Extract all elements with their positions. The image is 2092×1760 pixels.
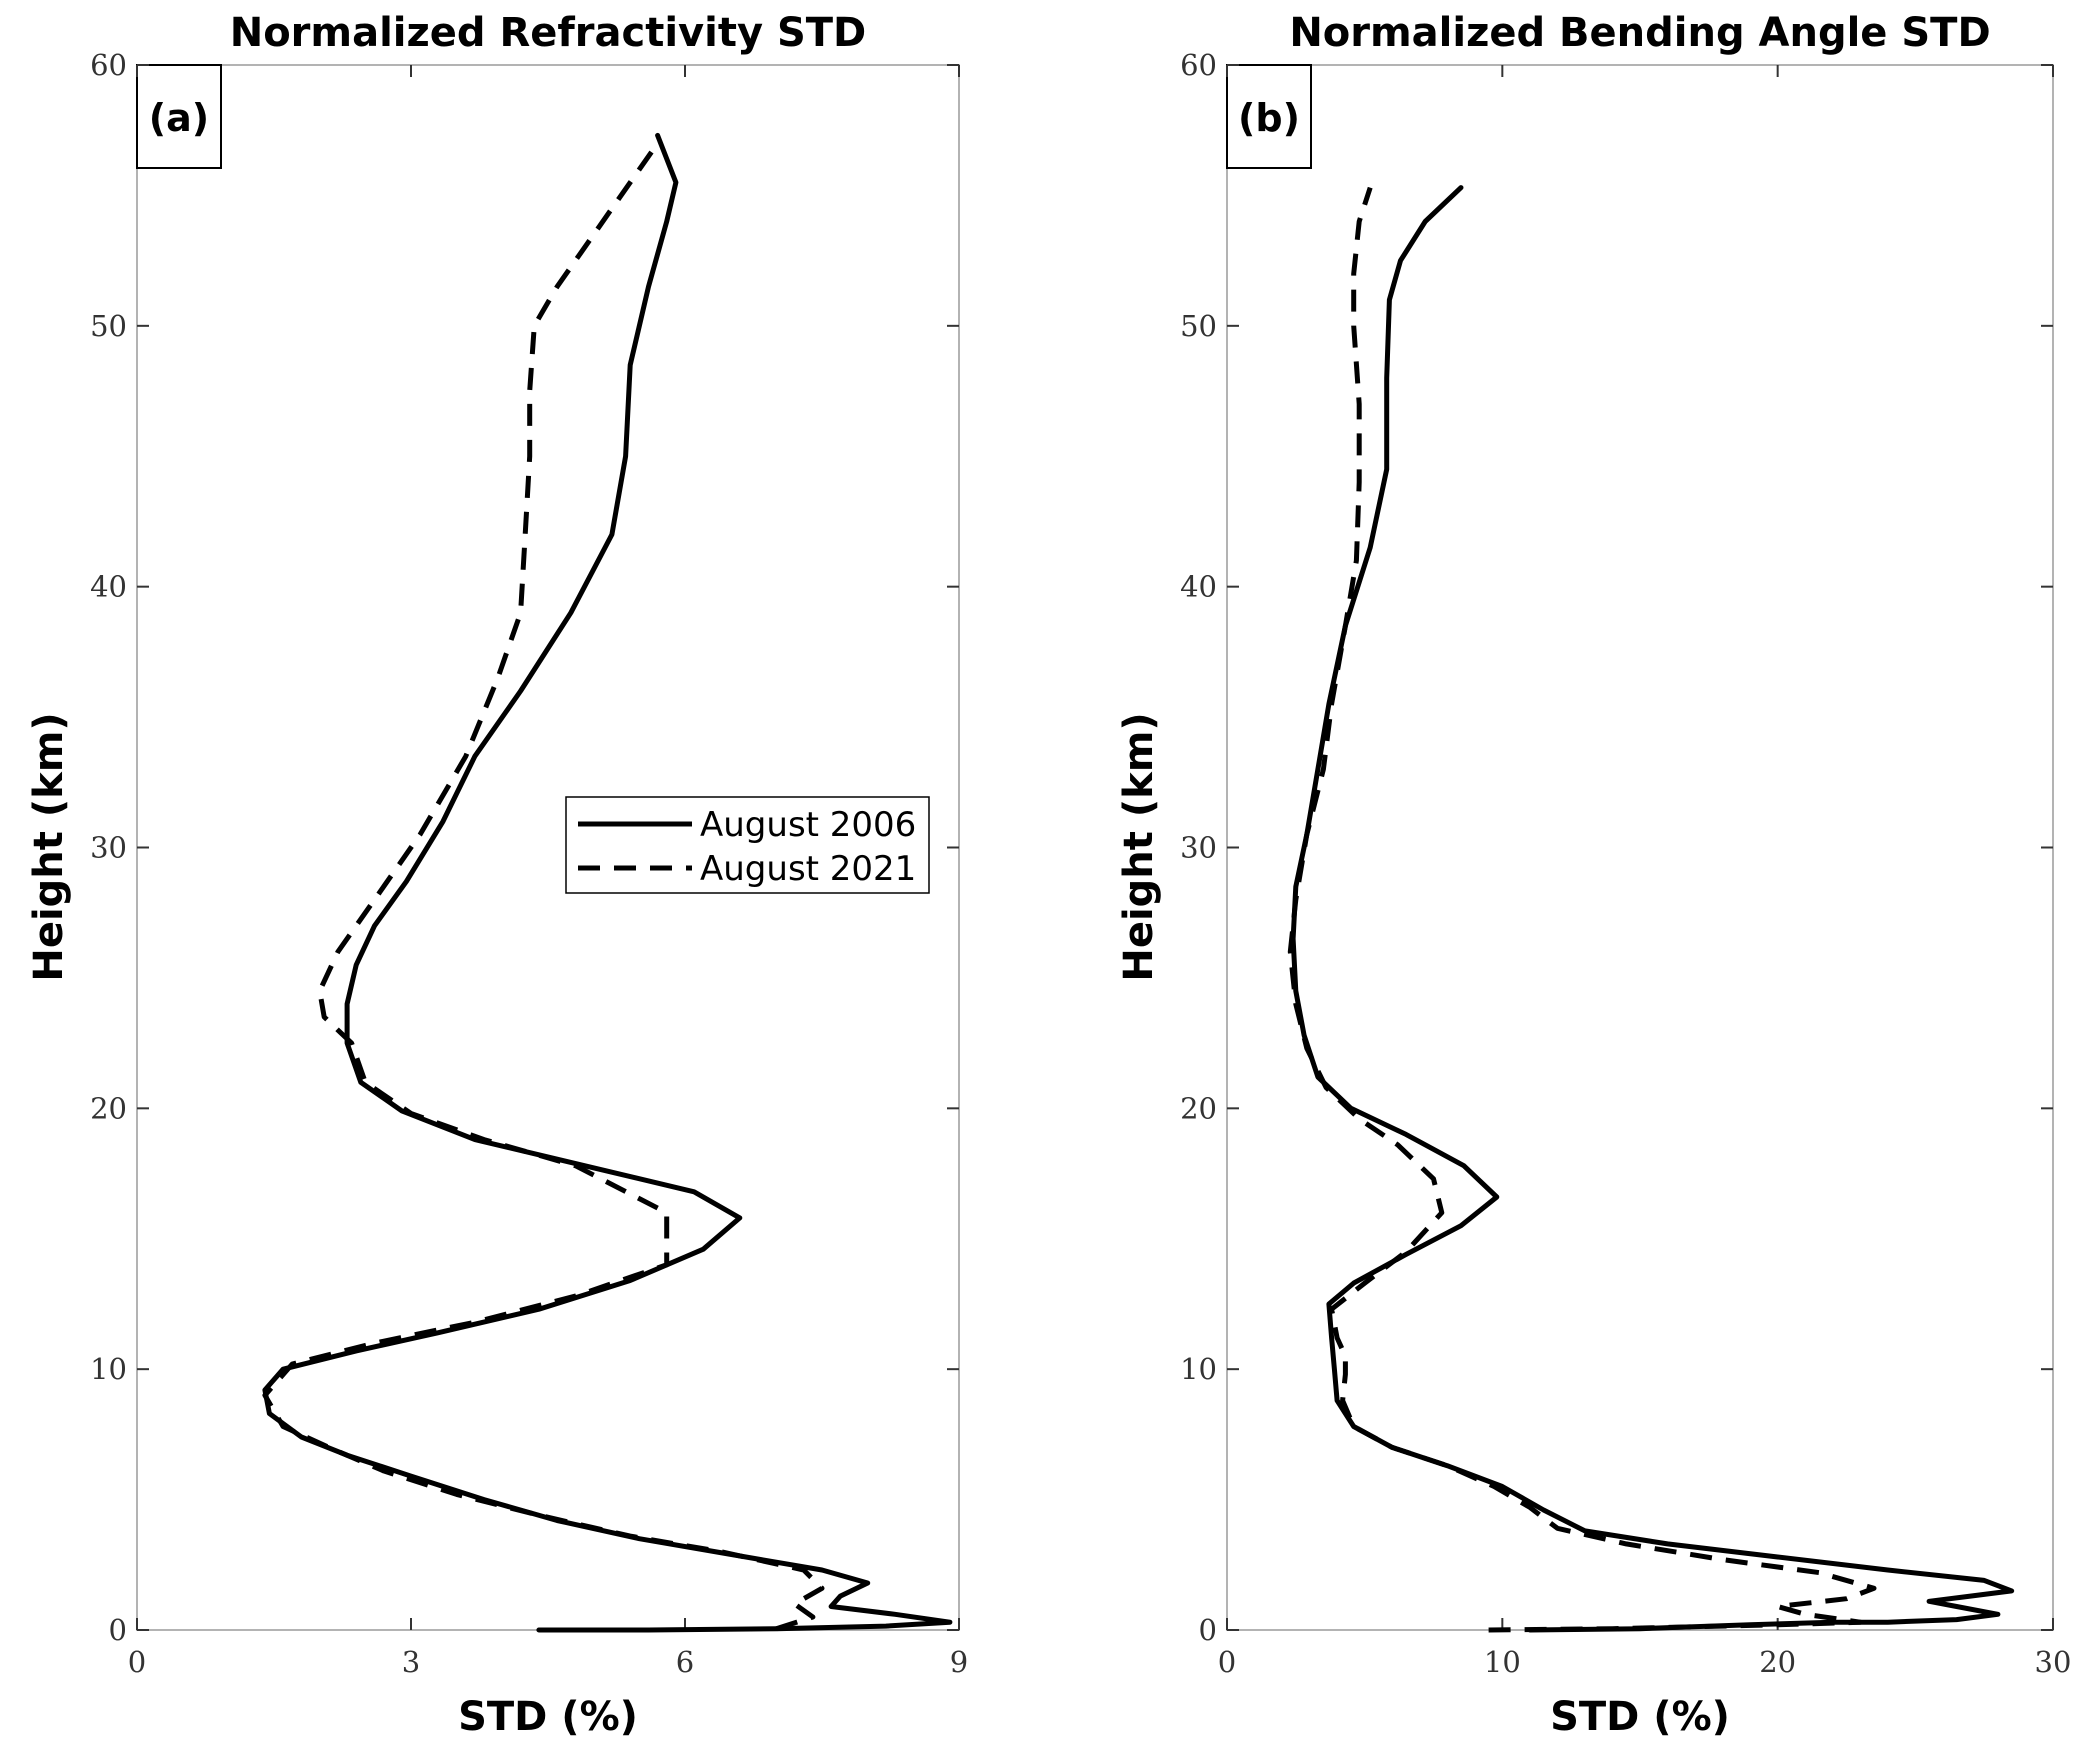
panel-a-ytick-label: 20 (90, 1091, 127, 1125)
panel-a-title: Normalized Refractivity STD (230, 10, 867, 56)
panel-a-xtick-label: 0 (128, 1645, 146, 1679)
panel-a-xtick-label: 3 (402, 1645, 420, 1679)
panel-b-series-august-2021 (1287, 186, 1877, 1633)
panel-b-ytick-label: 20 (1180, 1091, 1217, 1125)
panel-a-ytick-label: 30 (90, 831, 127, 865)
legend-box (565, 796, 930, 894)
panel-a-xtick-label: 9 (950, 1645, 968, 1679)
panel-a-label: (a) (149, 96, 209, 140)
panel-b-ytick-label: 0 (1199, 1613, 1217, 1647)
legend-label-2006: August 2006 (700, 805, 916, 845)
panel-a-ylabel: Height (km) (26, 712, 72, 981)
panel-b-xtick-label: 20 (1759, 1645, 1796, 1679)
panel-b-xtick-label: 10 (1484, 1645, 1521, 1679)
panel-a-ticks: 0 10 20 30 40 50 60 0 3 6 9 (90, 48, 968, 1679)
panel-b-series-august-2006 (1290, 185, 2015, 1633)
legend-label-2021: August 2021 (700, 849, 916, 889)
panel-b-series (1287, 185, 2015, 1633)
panel-b-xlabel: STD (%) (1550, 1694, 1730, 1740)
panel-b: Normalized Bending Angle STD (b) 0 10 20 30… (1116, 10, 2071, 1740)
panel-a-series-august-2021 (262, 141, 825, 1632)
panel-b-label-box (1226, 64, 1312, 169)
panel-a-series-august-2006 (262, 132, 953, 1633)
panel-b-ytick-label: 10 (1180, 1352, 1217, 1386)
panel-a-ytick-label: 0 (109, 1613, 127, 1647)
panel-b-title: Normalized Bending Angle STD (1289, 10, 1990, 56)
panel-a-series (262, 132, 953, 1633)
panel-b-xtick-label: 0 (1218, 1645, 1236, 1679)
panel-b-ytick-label: 30 (1180, 831, 1217, 865)
panel-a-xlabel: STD (%) (458, 1694, 638, 1740)
panel-b-label: (b) (1238, 96, 1300, 140)
panel-b-ylabel: Height (km) (1116, 712, 1162, 981)
panel-b-ticks: 0 10 20 30 40 50 60 0 10 20 30 (1180, 48, 2071, 1679)
panel-b-ytick-label: 50 (1180, 309, 1217, 343)
panel-a-ytick-label: 10 (90, 1352, 127, 1386)
panel-a: Normalized Refractivity STD (a) 01020304… (26, 10, 968, 1740)
panel-a-ytick-label: 60 (90, 48, 127, 82)
legend: August 2006 August 2021 (565, 796, 930, 894)
panel-b-ytick-label: 60 (1180, 48, 1217, 82)
panel-b-frame (1226, 64, 2054, 1631)
panel-b-ytick-label: 40 (1180, 570, 1217, 604)
panel-a-xtick-label: 6 (676, 1645, 694, 1679)
panel-a-label-box (136, 64, 222, 169)
panel-b-xtick-label: 30 (2035, 1645, 2072, 1679)
panel-a-ytick-label: 50 (90, 309, 127, 343)
panel-a-ytick-label: 40 (90, 570, 127, 604)
